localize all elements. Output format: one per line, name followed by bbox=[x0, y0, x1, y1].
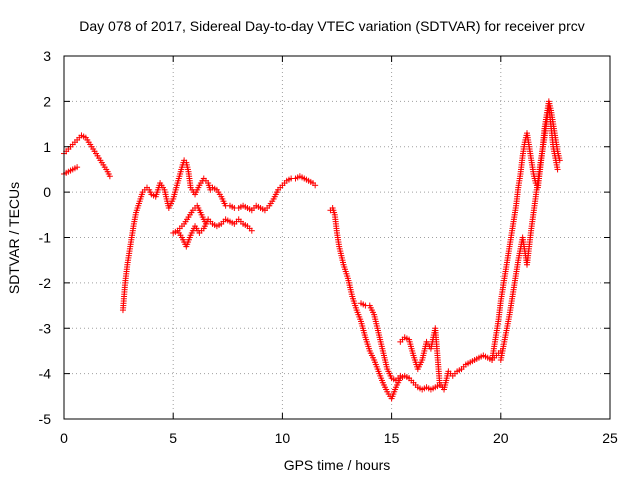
chart-title: Day 078 of 2017, Sidereal Day-to-day VTE… bbox=[79, 18, 585, 34]
x-tick-label: 15 bbox=[384, 430, 400, 446]
y-tick-label: 2 bbox=[43, 93, 51, 109]
data-point bbox=[554, 166, 561, 173]
x-tick-label: 20 bbox=[493, 430, 509, 446]
data-point bbox=[202, 220, 209, 227]
axis-ticks bbox=[63, 55, 611, 420]
x-tick-label: 0 bbox=[60, 430, 68, 446]
y-tick-label: -4 bbox=[39, 366, 52, 382]
y-tick-label: 3 bbox=[43, 48, 51, 64]
y-tick-label: 0 bbox=[43, 184, 51, 200]
data-point bbox=[397, 372, 404, 379]
y-tick-label: -3 bbox=[39, 320, 52, 336]
x-tick-label: 10 bbox=[275, 430, 291, 446]
y-tick-label: 1 bbox=[43, 139, 51, 155]
x-tick-label: 25 bbox=[602, 430, 618, 446]
data-point bbox=[312, 182, 319, 189]
y-tick-labels: -5 -4 -3 -2 -1 0 1 2 3 bbox=[39, 48, 52, 427]
data-point bbox=[74, 164, 81, 171]
y-tick-label: -1 bbox=[39, 230, 52, 246]
x-tick-label: 5 bbox=[169, 430, 177, 446]
x-tick-labels: 0 5 10 15 20 25 bbox=[60, 430, 618, 446]
data-point bbox=[248, 227, 255, 234]
data-point bbox=[106, 173, 113, 180]
x-axis-label: GPS time / hours bbox=[284, 457, 391, 473]
data-markers bbox=[61, 98, 563, 402]
y-axis-label: SDTVAR / TECUs bbox=[6, 182, 22, 294]
y-tick-label: -2 bbox=[39, 275, 52, 291]
y-tick-label: -5 bbox=[39, 411, 52, 427]
data-point bbox=[436, 381, 443, 388]
